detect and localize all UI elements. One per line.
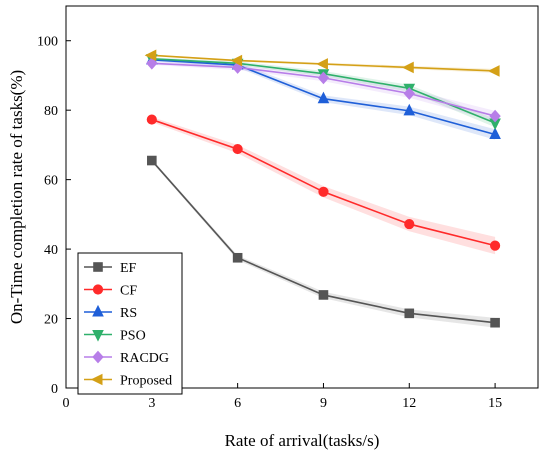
x-axis-title: Rate of arrival(tasks/s) xyxy=(225,431,380,450)
legend-marker-racdg xyxy=(92,350,104,364)
point-ef xyxy=(404,308,415,319)
x-tick-label: 3 xyxy=(148,396,155,411)
point-rs xyxy=(403,103,416,116)
point-ef xyxy=(147,155,157,166)
legend-marker-ef xyxy=(93,262,103,272)
point-proposed xyxy=(144,49,157,62)
x-tick-label: 6 xyxy=(234,396,241,411)
y-tick-label: 100 xyxy=(37,35,58,50)
legend-label-proposed: Proposed xyxy=(120,374,172,389)
y-axis-ticks: 0 20 40 60 80 100 xyxy=(37,35,71,397)
point-racdg xyxy=(489,109,501,123)
legend-label-pso: PSO xyxy=(120,329,146,344)
point-ef xyxy=(232,252,243,263)
legend-label-ef: EF xyxy=(120,261,137,276)
point-racdg xyxy=(317,71,330,85)
plot-frame xyxy=(65,5,539,389)
legend-box xyxy=(77,252,183,395)
x-axis-ticks: 0 3 6 9 12 15 xyxy=(63,383,502,411)
point-proposed xyxy=(402,61,414,74)
series-markers xyxy=(144,49,501,328)
y-axis-title: On-Time completion rate of tasks(%) xyxy=(7,70,26,324)
point-rs xyxy=(489,127,501,139)
point-proposed xyxy=(316,58,328,70)
legend-label-cf: CF xyxy=(120,284,137,299)
point-cf xyxy=(404,218,415,230)
point-racdg xyxy=(403,87,415,100)
legend-label-racdg: RACDG xyxy=(120,351,169,366)
point-ef xyxy=(318,290,329,300)
point-racdg xyxy=(146,56,158,70)
point-cf xyxy=(146,114,157,125)
y-tick-label: 80 xyxy=(44,104,58,119)
x-tick-label: 15 xyxy=(488,396,502,411)
y-tick-label: 20 xyxy=(44,313,58,328)
point-cf xyxy=(489,240,501,251)
legend-marker-cf xyxy=(92,284,104,295)
legend-marker-pso xyxy=(92,330,104,342)
point-cf xyxy=(318,186,329,197)
band-ef xyxy=(151,159,496,328)
y-tick-label: 40 xyxy=(44,243,58,258)
legend-marker-proposed xyxy=(90,373,103,386)
point-cf xyxy=(232,143,243,155)
point-proposed xyxy=(230,54,243,67)
legend-label-rs: RS xyxy=(120,306,137,321)
legend: EF CF RS PSO RACDG Proposed xyxy=(77,252,183,395)
point-rs xyxy=(317,91,330,104)
legend-marker-rs xyxy=(92,304,104,317)
x-tick-label: 0 xyxy=(63,396,70,411)
x-tick-label: 12 xyxy=(402,396,416,411)
x-tick-label: 9 xyxy=(320,396,327,411)
y-tick-label: 60 xyxy=(44,174,58,189)
y-tick-label: 0 xyxy=(51,382,58,397)
point-proposed xyxy=(487,65,500,77)
point-ef xyxy=(490,317,500,328)
